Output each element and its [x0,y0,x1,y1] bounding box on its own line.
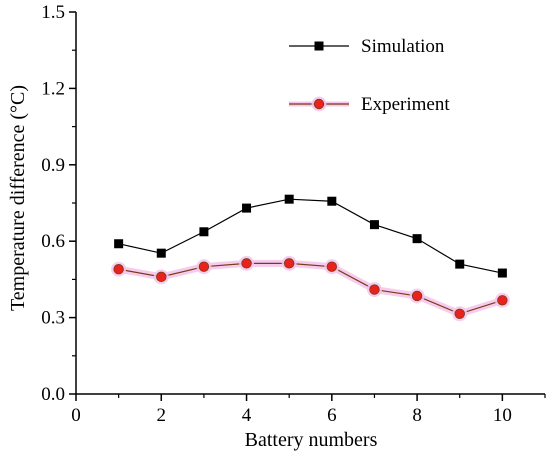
data-point [241,258,252,269]
y-tick-label: 0.3 [41,308,65,329]
x-tick-label: 0 [71,405,81,426]
x-tick-label: 4 [242,405,252,426]
series-glow [118,259,504,318]
y-axis-ticks: 0.0 0.3 0.6 0.9 1.2 1.5 [41,2,76,405]
legend-label: Experiment [361,94,450,115]
data-point [113,264,124,275]
data-point [369,284,380,295]
y-tick-label: 1.2 [41,78,65,99]
x-tick-label: 2 [157,405,167,426]
x-tick-label: 8 [412,405,422,426]
data-point [199,227,209,237]
data-point [369,220,379,230]
series-line [118,262,503,315]
legend: Simulation Experiment [289,36,450,115]
y-tick-label: 0.0 [41,384,65,405]
data-point [283,258,295,269]
y-tick-label: 0.6 [41,231,65,252]
x-tick-label: 6 [327,405,337,426]
series-layer [111,194,510,322]
y-axis-title: Temperature difference (°C) [7,85,29,311]
data-point [454,308,465,319]
data-point [114,239,124,249]
data-point [327,196,337,206]
data-point [497,295,508,306]
x-tick-label: 10 [493,405,512,426]
series-simulation [114,194,507,278]
legend-label: Simulation [361,36,445,57]
data-point [497,268,507,278]
data-point [198,261,210,272]
axes [75,12,545,395]
data-point [411,290,423,302]
data-point [156,271,167,283]
data-point [412,234,422,244]
data-point [455,259,465,269]
data-point [326,261,338,272]
series-experiment [111,255,510,322]
x-axis-ticks: 0 2 4 6 8 10 [71,394,546,426]
y-tick-label: 0.9 [41,155,65,176]
legend-item-experiment: Experiment [289,94,450,115]
y-tick-label: 1.5 [41,2,65,23]
data-point [284,194,294,204]
legend-marker [313,98,325,110]
x-axis-title: Battery numbers [245,429,378,451]
legend-item-simulation: Simulation [289,36,445,57]
data-point [156,248,166,258]
series-line [118,198,503,274]
data-point [242,203,252,213]
legend-marker [314,41,324,51]
